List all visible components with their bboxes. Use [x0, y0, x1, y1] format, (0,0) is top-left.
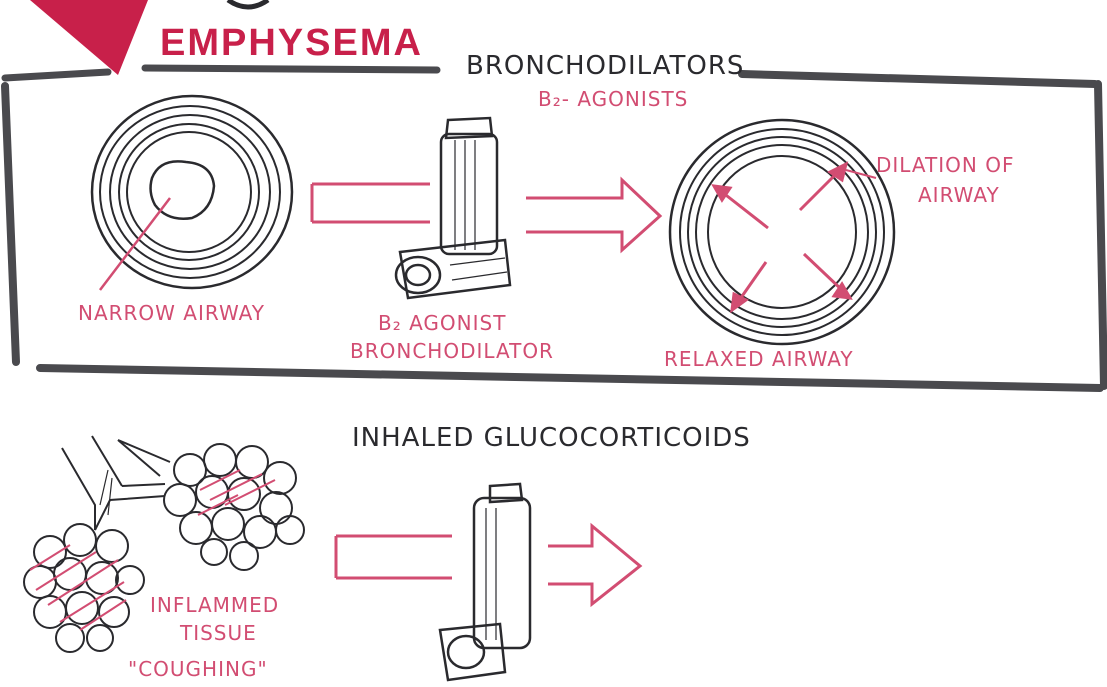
title-divider-left — [1, 68, 112, 82]
dilation-arrows — [711, 161, 853, 314]
inflamed-tissue-label-line2: TISSUE — [179, 621, 257, 645]
title-divider-right — [141, 64, 441, 74]
relaxed-airway-label: RELAXED AIRWAY — [664, 347, 854, 371]
outline-arrow-4 — [548, 522, 643, 608]
dilation-label-line2: AIRWAY — [918, 183, 1000, 207]
outline-arrow-2 — [526, 176, 663, 254]
glucocorticoids-heading: INHALED GLUCOCORTICOIDS — [352, 423, 751, 453]
bronchodilators-heading: BRONCHODILATORS — [466, 51, 744, 81]
inhaler-label-line2: BRONCHODILATOR — [350, 339, 554, 363]
relaxed-airway-rings — [668, 118, 896, 346]
dilation-label-line1: DILATION OF — [876, 153, 1014, 177]
inhaler-label-line1: B₂ AGONIST — [378, 311, 506, 335]
bronchodilators-frame — [1, 70, 1107, 392]
inhaler-icon — [394, 116, 512, 300]
partial-circle-decoration — [226, 0, 270, 10]
bronchi-branch — [61, 435, 171, 531]
alveoli-cluster-upper — [163, 443, 305, 571]
inflamed-hatching-lower — [29, 544, 127, 631]
inhaler-icon-2 — [438, 482, 532, 682]
outline-arrow-3 — [334, 534, 452, 580]
red-triangle-decoration — [30, 0, 148, 75]
inflamed-hatching-upper — [197, 469, 276, 516]
alveoli-cluster-lower — [23, 523, 145, 653]
dilation-pointer — [845, 169, 877, 179]
page-title: EMPHYSEMA — [160, 22, 423, 64]
inflamed-tissue-label-line1: INFLAMMED — [150, 593, 279, 617]
outline-arrow-1 — [310, 182, 430, 224]
narrow-airway-label: NARROW AIRWAY — [78, 301, 265, 325]
narrow-airway-pointer — [99, 197, 171, 291]
narrow-airway-rings — [90, 94, 294, 290]
coughing-label: "COUGHING" — [128, 657, 268, 681]
b2-agonists-subheading: B₂- AGONISTS — [538, 87, 688, 111]
